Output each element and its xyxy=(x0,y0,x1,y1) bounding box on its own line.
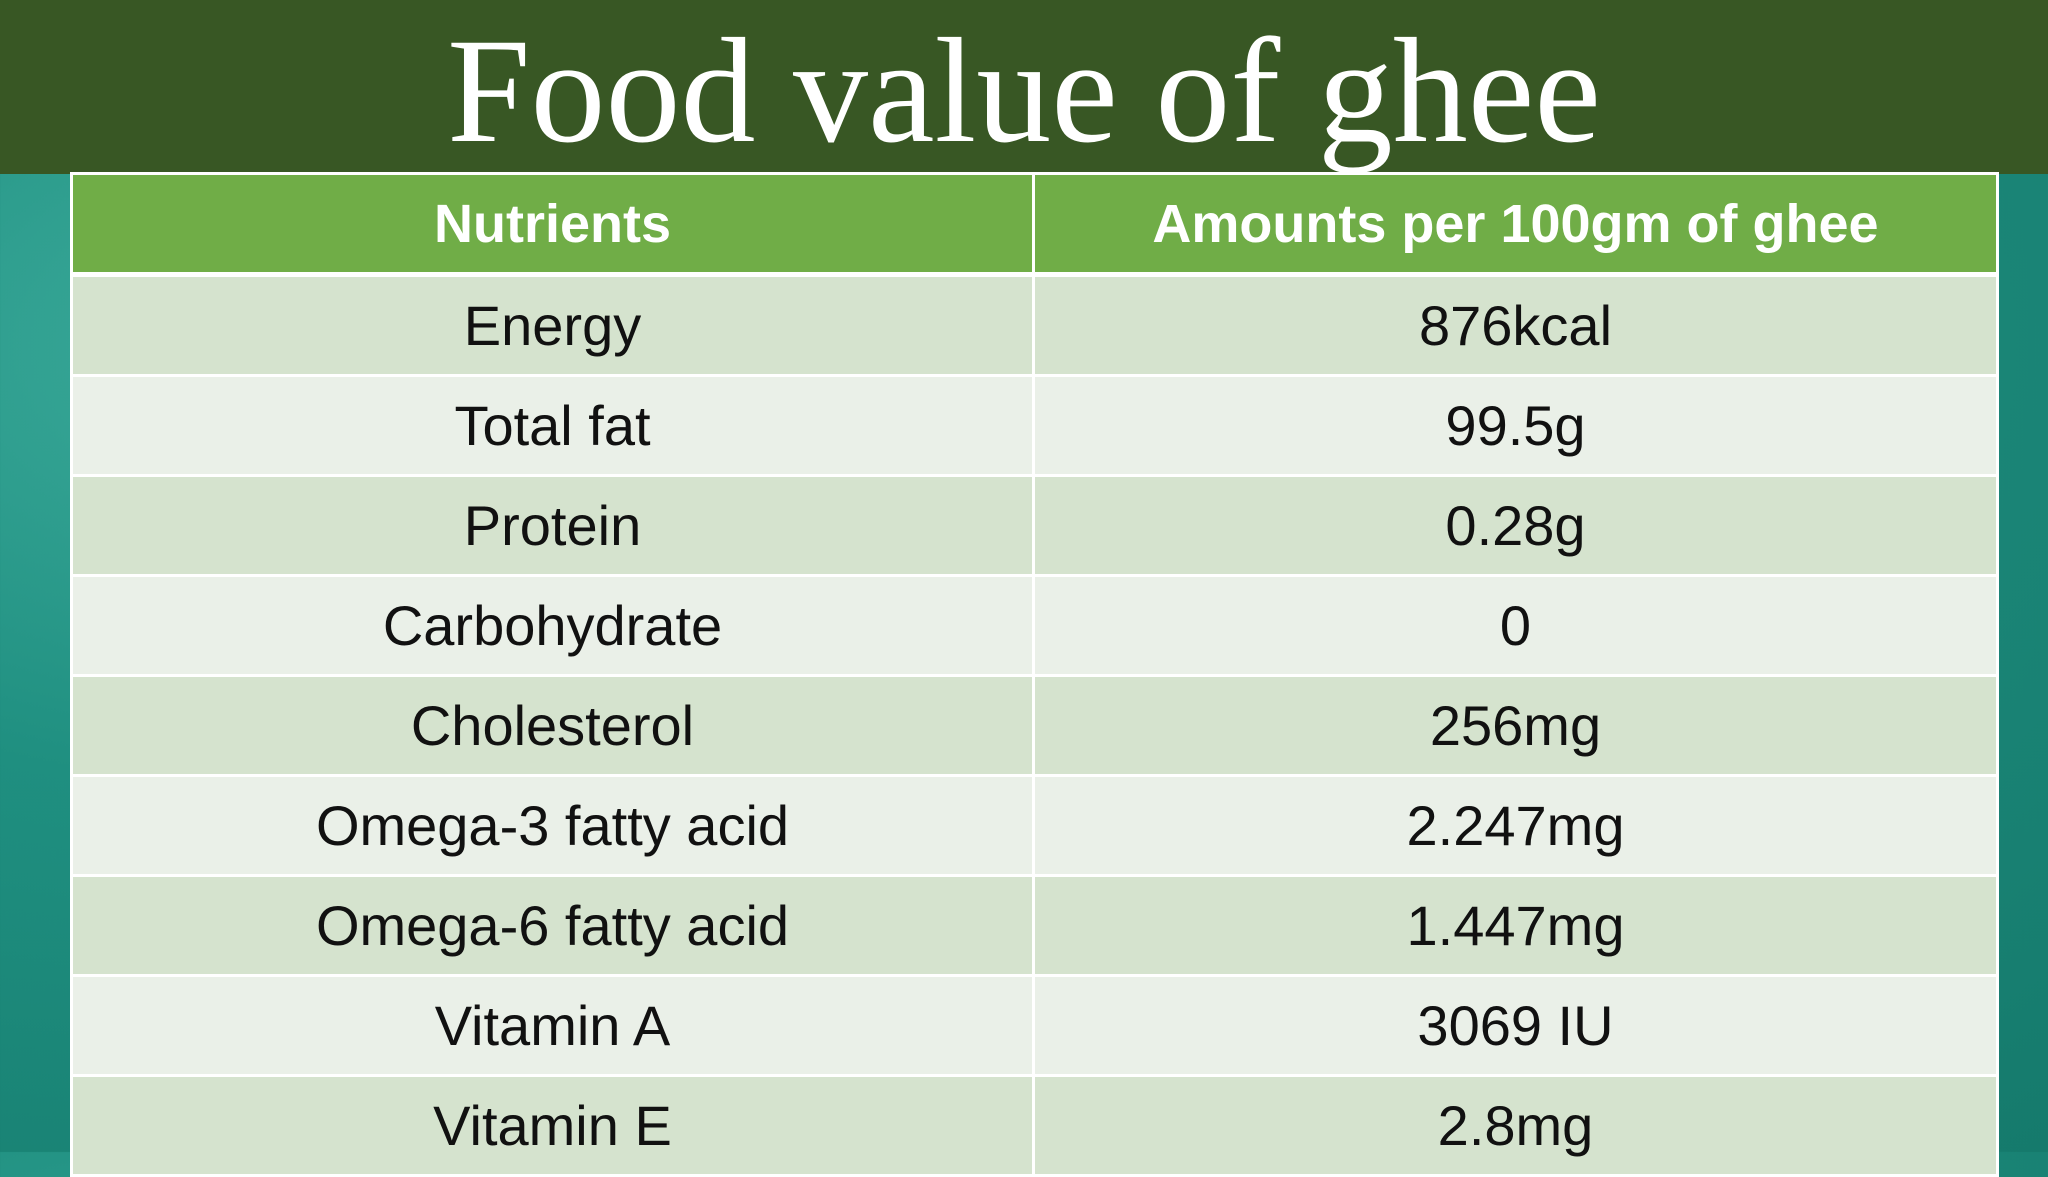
nutrient-cell: Cholesterol xyxy=(70,674,1035,777)
header-cell: Nutrients xyxy=(70,172,1035,277)
amount-cell: 876kcal xyxy=(1032,273,1999,377)
slide-title: Food value of ghee xyxy=(447,8,1601,174)
table-row: Protein 0.28g xyxy=(70,474,1999,577)
nutrient-cell: Protein xyxy=(70,474,1035,577)
amount-cell: 256mg xyxy=(1032,674,1999,777)
table-row: Cholesterol 256mg xyxy=(70,674,1999,777)
title-band xyxy=(0,0,2048,174)
table-row: Vitamin E 2.8mg xyxy=(70,1074,1999,1177)
nutrient-cell: Omega-6 fatty acid xyxy=(70,874,1035,977)
table-row: Total fat 99.5g xyxy=(70,374,1999,477)
nutrient-cell: Total fat xyxy=(70,374,1035,477)
nutrient-cell: Vitamin A xyxy=(70,974,1035,1077)
amount-cell: 0 xyxy=(1032,574,1999,677)
amount-cell: 2.247mg xyxy=(1032,774,1999,877)
table-row: Energy 876kcal xyxy=(70,273,1999,377)
table-row: Vitamin A 3069 IU xyxy=(70,974,1999,1077)
nutrient-cell: Omega-3 fatty acid xyxy=(70,774,1035,877)
amount-cell: 0.28g xyxy=(1032,474,1999,577)
nutrient-cell: Carbohydrate xyxy=(70,574,1035,677)
nutrition-table: Nutrients Amounts per 100gm of ghee Energ… xyxy=(70,172,1999,1177)
amount-cell: 99.5g xyxy=(1032,374,1999,477)
nutrient-cell: Vitamin E xyxy=(70,1074,1035,1177)
table-row: Carbohydrate 0 xyxy=(70,574,1999,677)
amount-cell: 3069 IU xyxy=(1032,974,1999,1077)
header-row: Nutrients Amounts per 100gm of ghee xyxy=(70,172,1999,277)
amount-cell: 2.8mg xyxy=(1032,1074,1999,1177)
table-row: Omega-3 fatty acid 2.247mg xyxy=(70,774,1999,877)
header-cell: Amounts per 100gm of ghee xyxy=(1032,172,1999,277)
amount-cell: 1.447mg xyxy=(1032,874,1999,977)
nutrient-cell: Energy xyxy=(70,273,1035,377)
table-row: Omega-6 fatty acid 1.447mg xyxy=(70,874,1999,977)
